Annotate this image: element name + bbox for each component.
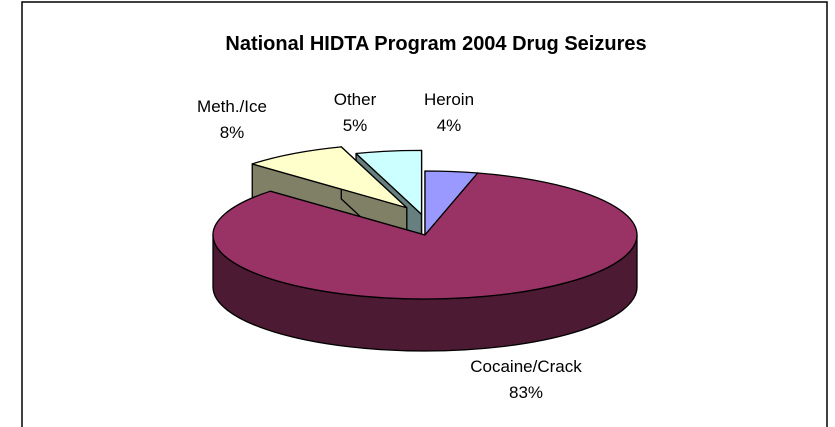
slice-label-cocaine-crack-name: Cocaine/Crack <box>470 357 582 376</box>
slice-label-meth-ice-value: 8% <box>220 123 245 142</box>
slice-cocaine-crack-top <box>212 172 638 300</box>
chart-title: National HIDTA Program 2004 Drug Seizure… <box>225 33 646 55</box>
labels-layer: Heroin 4% Cocaine/Crack 83% Meth./Ice 8% Other… <box>197 90 582 402</box>
chart-border <box>21 1 828 427</box>
slice-label-heroin: Heroin 4% <box>424 90 474 135</box>
slice-label-other: Other 5% <box>334 90 377 135</box>
slice-label-cocaine-crack-value: 83% <box>509 383 543 402</box>
slice-label-other-value: 5% <box>343 116 368 135</box>
slice-cocaine-crack <box>212 172 638 352</box>
slice-label-meth-ice-name: Meth./Ice <box>197 97 267 116</box>
slice-label-meth-ice: Meth./Ice 8% <box>197 97 267 142</box>
slice-label-cocaine-crack: Cocaine/Crack 83% <box>470 357 582 402</box>
slices-layer <box>212 146 638 352</box>
slice-meth-ice-top <box>251 146 408 209</box>
slice-label-other-name: Other <box>334 90 377 109</box>
slice-label-heroin-value: 4% <box>437 116 462 135</box>
slice-other-top <box>355 149 423 216</box>
slice-label-heroin-name: Heroin <box>424 90 474 109</box>
